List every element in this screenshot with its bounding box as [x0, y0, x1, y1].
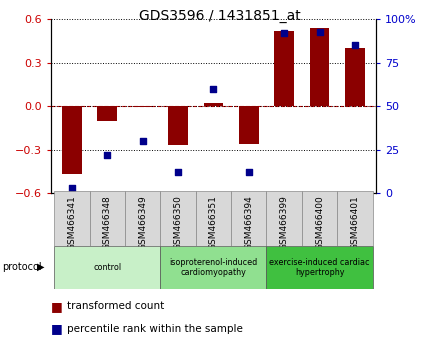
Text: GDS3596 / 1431851_at: GDS3596 / 1431851_at [139, 9, 301, 23]
Text: transformed count: transformed count [67, 301, 165, 311]
Point [104, 152, 111, 158]
Point [281, 30, 288, 36]
Text: GSM466394: GSM466394 [244, 195, 253, 250]
Bar [62, 106, 81, 174]
Text: GSM466351: GSM466351 [209, 195, 218, 250]
Bar [239, 106, 259, 144]
Bar [345, 48, 365, 106]
Point [245, 169, 252, 175]
Text: percentile rank within the sample: percentile rank within the sample [67, 324, 243, 333]
Bar [267, 246, 373, 289]
Bar [337, 191, 373, 246]
Bar [196, 191, 231, 246]
Text: GSM466341: GSM466341 [67, 195, 76, 250]
Text: GSM466400: GSM466400 [315, 195, 324, 250]
Point [175, 169, 182, 175]
Bar [160, 191, 196, 246]
Text: control: control [93, 263, 121, 272]
Text: GSM466399: GSM466399 [280, 195, 289, 250]
Bar [89, 191, 125, 246]
Bar [302, 191, 337, 246]
Bar [267, 191, 302, 246]
Text: GSM466401: GSM466401 [351, 195, 359, 250]
Bar [133, 106, 152, 107]
Text: ■: ■ [51, 300, 62, 313]
Text: exercise-induced cardiac
hypertrophy: exercise-induced cardiac hypertrophy [269, 258, 370, 277]
Bar [125, 191, 160, 246]
Text: isoproterenol-induced
cardiomyopathy: isoproterenol-induced cardiomyopathy [169, 258, 257, 277]
Text: GSM466349: GSM466349 [138, 195, 147, 250]
Text: ▶: ▶ [37, 262, 44, 272]
Point [210, 86, 217, 92]
Point [316, 29, 323, 34]
Text: GSM466348: GSM466348 [103, 195, 112, 250]
Bar [160, 246, 267, 289]
Point [352, 42, 359, 48]
Bar [204, 103, 223, 106]
Bar [54, 191, 89, 246]
Text: GSM466350: GSM466350 [173, 195, 183, 250]
Bar [310, 28, 329, 106]
Bar [54, 246, 160, 289]
Bar [168, 106, 188, 145]
Bar [98, 106, 117, 121]
Point [139, 138, 146, 144]
Bar [275, 31, 294, 106]
Text: protocol: protocol [2, 262, 42, 272]
Bar [231, 191, 267, 246]
Text: ■: ■ [51, 322, 62, 335]
Point [68, 185, 75, 190]
